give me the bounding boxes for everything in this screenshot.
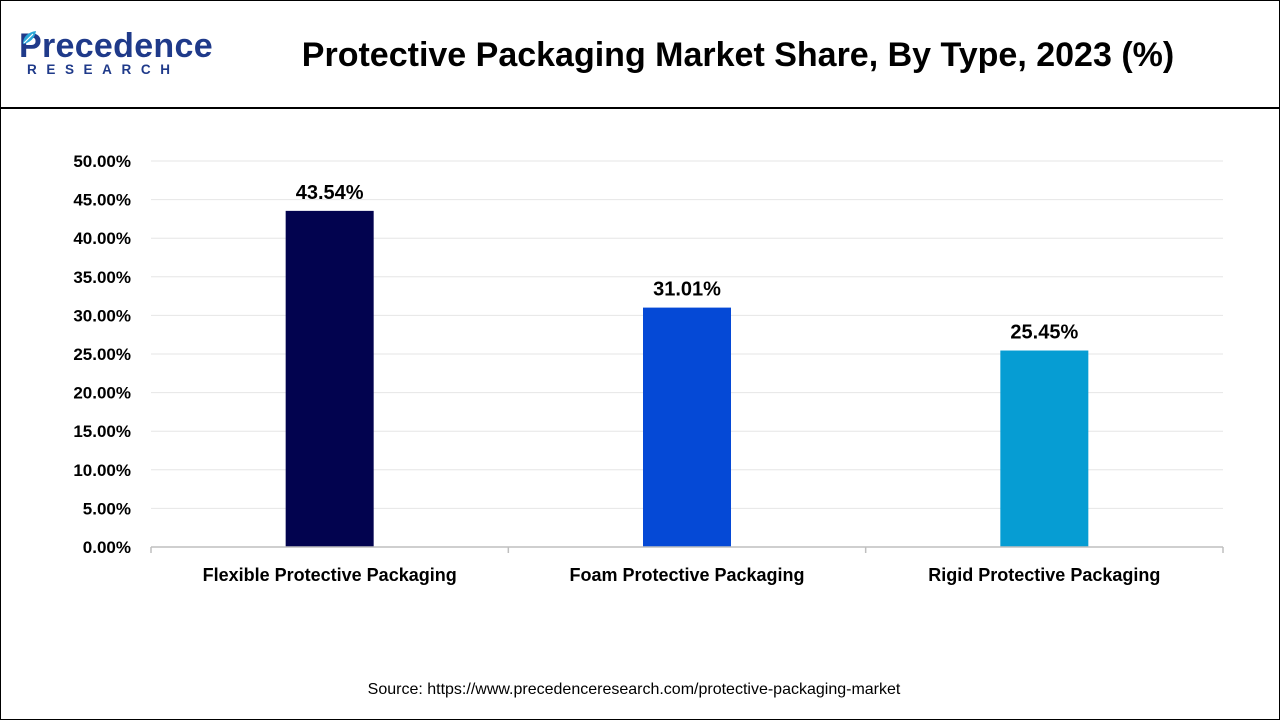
bar-value-label: 31.01% xyxy=(653,279,721,301)
source-note: Source: https://www.precedenceresearch.c… xyxy=(367,681,901,698)
y-tick-label: 20.00% xyxy=(73,384,131,403)
y-tick-label: 30.00% xyxy=(73,306,131,325)
x-category-label: Foam Protective Packaging xyxy=(569,565,804,585)
x-axis xyxy=(150,546,1224,553)
y-tick-label: 50.00% xyxy=(73,152,131,171)
bar xyxy=(285,210,374,547)
x-axis-category-labels: Flexible Protective Packaging Foam Protec… xyxy=(203,565,1161,585)
bar-value-label: 25.45% xyxy=(1010,322,1078,344)
precedence-research-logo: Precedence RESEARCH xyxy=(19,29,219,85)
y-tick-label: 45.00% xyxy=(73,191,131,210)
leaf-icon xyxy=(23,31,36,44)
bar-value-label: 43.54% xyxy=(296,182,364,204)
bar xyxy=(1000,350,1089,547)
y-tick-label: 40.00% xyxy=(73,229,131,248)
y-tick-label: 15.00% xyxy=(73,422,131,441)
logo-wordmark: Precedence xyxy=(19,27,213,65)
y-tick-label: 10.00% xyxy=(73,461,131,480)
bars xyxy=(285,210,1089,547)
bar xyxy=(643,307,731,547)
header-bar: Precedence RESEARCH Protective Packaging… xyxy=(1,1,1279,109)
x-category-label: Rigid Protective Packaging xyxy=(928,565,1160,585)
bar-chart: 0.00% 5.00% 10.00% 15.00% 20.00% 25.00% 30.00%… xyxy=(73,152,1224,585)
y-tick-label: 5.00% xyxy=(83,499,131,518)
logo-subtitle: RESEARCH xyxy=(27,62,180,77)
chart-title: Protective Packaging Market Share, By Ty… xyxy=(301,36,1175,74)
y-tick-label: 35.00% xyxy=(73,268,131,287)
y-tick-label: 25.00% xyxy=(73,345,131,364)
y-axis-tick-labels: 0.00% 5.00% 10.00% 15.00% 20.00% 25.00% 30.00%… xyxy=(73,152,131,557)
bar-value-labels: 43.54% 31.01% 25.45% xyxy=(296,182,1079,344)
y-tick-label: 0.00% xyxy=(83,538,131,557)
x-category-label: Flexible Protective Packaging xyxy=(203,565,457,585)
